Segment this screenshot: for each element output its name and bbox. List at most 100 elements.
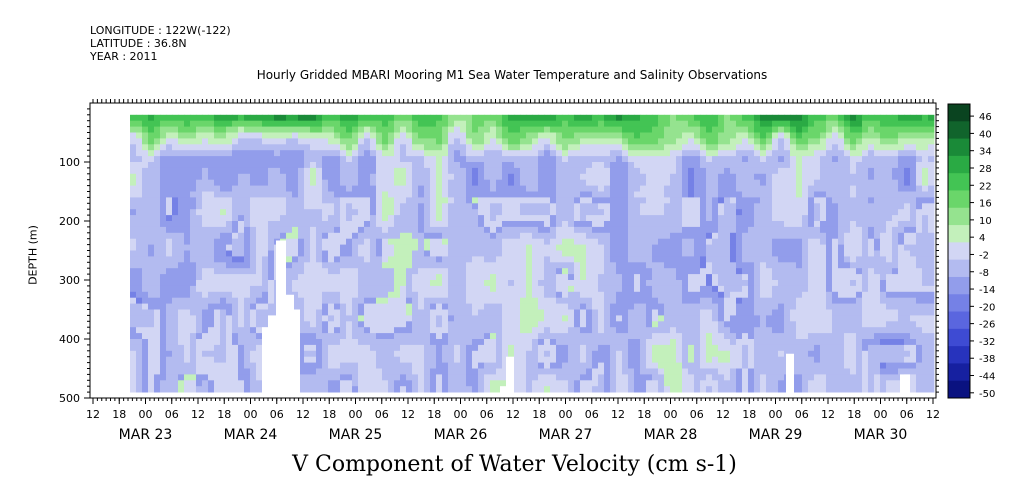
heatmap-cell	[388, 132, 395, 139]
heatmap-cell	[334, 262, 341, 269]
heatmap-cell	[256, 315, 263, 322]
heatmap-cell	[580, 280, 587, 287]
heatmap-cell	[346, 114, 353, 122]
heatmap-cell	[190, 226, 197, 234]
heatmap-cell	[628, 315, 635, 322]
heatmap-cell	[736, 232, 743, 240]
heatmap-cell	[700, 215, 707, 222]
heatmap-cell	[520, 156, 527, 163]
heatmap-cell	[598, 197, 605, 204]
heatmap-cell	[742, 150, 749, 157]
heatmap-cell	[172, 209, 179, 216]
heatmap-cell	[694, 114, 701, 122]
heatmap-cell	[502, 339, 509, 346]
heatmap-cell	[376, 167, 383, 175]
heatmap-cell	[460, 386, 467, 393]
heatmap-cell	[568, 339, 575, 346]
heatmap-cell	[544, 303, 551, 310]
heatmap-cell	[730, 209, 737, 216]
heatmap-cell	[664, 274, 671, 281]
heatmap-cell	[328, 280, 335, 287]
heatmap-cell	[358, 309, 365, 316]
heatmap-cell	[130, 185, 137, 192]
heatmap-cell	[238, 120, 245, 127]
heatmap-cell	[556, 162, 563, 169]
heatmap-cell	[136, 197, 143, 204]
heatmap-cell	[490, 197, 497, 204]
heatmap-cell	[700, 274, 707, 281]
heatmap-cell	[238, 203, 245, 210]
heatmap-cell	[526, 173, 533, 181]
heatmap-cell	[388, 244, 395, 251]
heatmap-cell	[574, 303, 581, 310]
heatmap-cell	[202, 238, 209, 245]
heatmap-cell	[226, 173, 233, 181]
heatmap-cell	[286, 280, 293, 287]
heatmap-cell	[634, 380, 641, 387]
heatmap-cell	[256, 339, 263, 346]
heatmap-cell	[394, 156, 401, 163]
heatmap-cell	[634, 114, 641, 122]
heatmap-cell	[604, 167, 611, 175]
heatmap-cell	[760, 268, 767, 275]
heatmap-cell	[178, 321, 185, 328]
heatmap-cell	[232, 268, 239, 275]
heatmap-cell	[130, 368, 137, 375]
heatmap-cell	[220, 268, 227, 275]
heatmap-cell	[298, 285, 305, 293]
heatmap-cell	[574, 215, 581, 222]
heatmap-cell	[652, 303, 659, 310]
heatmap-cell	[430, 209, 437, 216]
heatmap-cell	[706, 126, 713, 133]
heatmap-cell	[658, 315, 665, 322]
heatmap-cell	[502, 144, 509, 151]
heatmap-cell	[178, 315, 185, 322]
heatmap-cell	[142, 173, 149, 181]
heatmap-cell	[718, 232, 725, 240]
heatmap-cell	[424, 356, 431, 363]
heatmap-cell	[166, 138, 173, 145]
heatmap-cell	[376, 238, 383, 245]
heatmap-cell	[688, 250, 695, 257]
heatmap-cell	[322, 339, 329, 346]
heatmap-cell	[676, 321, 683, 328]
heatmap-cell	[532, 262, 539, 269]
heatmap-cell	[448, 162, 455, 169]
heatmap-cell	[748, 262, 755, 269]
heatmap-cell	[586, 362, 593, 369]
heatmap-cell	[406, 173, 413, 181]
heatmap-cell	[148, 291, 155, 299]
heatmap-cell	[688, 362, 695, 369]
heatmap-cell	[478, 156, 485, 163]
heatmap-cell	[310, 221, 317, 228]
heatmap-cell	[682, 262, 689, 269]
heatmap-cell	[412, 144, 419, 151]
heatmap-cell	[706, 285, 713, 293]
heatmap-cell	[442, 297, 449, 304]
heatmap-cell	[376, 226, 383, 234]
heatmap-cell	[460, 120, 467, 127]
heatmap-cell	[634, 297, 641, 304]
heatmap-cell	[718, 303, 725, 310]
heatmap-cell	[412, 250, 419, 257]
heatmap-cell	[208, 285, 215, 293]
heatmap-cell	[742, 268, 749, 275]
heatmap-cell	[640, 333, 647, 340]
heatmap-cell	[178, 114, 185, 122]
heatmap-cell	[508, 315, 515, 322]
heatmap-cell	[616, 350, 623, 358]
heatmap-cell	[658, 162, 665, 169]
heatmap-cell	[442, 226, 449, 234]
heatmap-cell	[406, 297, 413, 304]
heatmap-cell	[592, 297, 599, 304]
heatmap-cell	[142, 380, 149, 387]
heatmap-cell	[292, 244, 299, 251]
heatmap-cell	[730, 368, 737, 375]
heatmap-cell	[496, 256, 503, 263]
heatmap-cell	[478, 321, 485, 328]
heatmap-cell	[304, 132, 311, 139]
heatmap-cell	[202, 268, 209, 275]
heatmap-cell	[304, 173, 311, 181]
heatmap-cell	[340, 274, 347, 281]
heatmap-cell	[238, 350, 245, 358]
